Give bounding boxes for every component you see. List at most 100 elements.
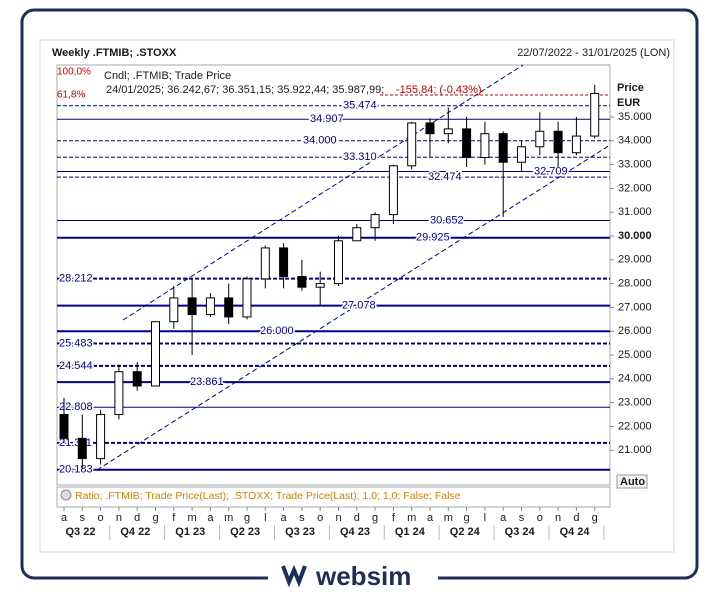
x-tick-label: n: [335, 512, 341, 524]
y-tick-label: 32.000: [618, 182, 652, 194]
quarter-label: Q1 24: [395, 526, 426, 538]
level-label: 20.183: [59, 464, 93, 476]
x-tick-label: f: [172, 512, 176, 524]
chart-title: Weekly .FTMIB; .STOXX: [52, 47, 177, 59]
y-tick-label: 31.000: [618, 206, 652, 218]
x-tick-label: n: [116, 512, 122, 524]
candle-body: [224, 297, 234, 318]
x-tick-label: a: [500, 512, 507, 524]
ratio-pane: [56, 486, 611, 508]
x-tick-label: l: [264, 512, 266, 524]
fib-618: 61,8%: [57, 90, 85, 101]
candle-body: [425, 122, 435, 135]
x-tick-label: m: [188, 512, 197, 524]
x-tick-label: a: [427, 512, 434, 524]
y-tick-label: 33.000: [618, 159, 652, 171]
x-tick-label: o: [537, 512, 543, 524]
x-tick-label: a: [281, 512, 288, 524]
candle-body: [59, 414, 69, 439]
axis-unit: EUR: [617, 97, 640, 109]
y-tick-label: 27.000: [618, 301, 652, 313]
level-label: 29.925: [416, 232, 450, 244]
candle-body: [132, 371, 142, 387]
level-label: 25.483: [59, 337, 93, 349]
candle-body: [96, 414, 106, 460]
level-label: 23.861: [190, 376, 224, 388]
x-tick-label: g: [592, 512, 598, 524]
y-tick-label: 28.000: [618, 278, 652, 290]
y-tick-label: 21.000: [618, 444, 652, 456]
candle-body: [242, 278, 252, 318]
y-tick-label: 22.000: [618, 420, 652, 432]
candle-body: [571, 135, 581, 154]
channel-lower: [96, 144, 611, 471]
x-tick-label: s: [519, 512, 525, 524]
candle-body: [260, 247, 270, 280]
level-label: 32.709: [534, 165, 568, 177]
x-tick-label: a: [61, 512, 68, 524]
ratio-text: Ratio; .FTMIB; Trade Price(Last); .STOXX…: [75, 490, 461, 502]
level-label: 33.310: [343, 151, 377, 163]
level-label: 26.000: [260, 325, 294, 337]
y-tick-label: 30.000: [618, 230, 652, 242]
fib-top: 100,0%: [57, 67, 91, 78]
candle-body: [480, 133, 490, 158]
candle-body: [498, 133, 508, 163]
level-label: 24.544: [59, 360, 93, 372]
quarter-label: Q1 23: [175, 526, 205, 538]
candle-body: [315, 283, 325, 288]
logo-mark: [281, 564, 307, 588]
y-tick-label: 25.000: [618, 349, 652, 361]
candle-body: [407, 122, 417, 167]
y-tick-label: 34.000: [618, 135, 652, 147]
channel-upper: [122, 64, 524, 321]
legend: Cndl; .FTMIB; Trade Price: [104, 70, 231, 82]
candle-body: [187, 297, 197, 316]
quarter-label: Q4 22: [120, 526, 150, 538]
candle-body: [443, 128, 453, 135]
x-tick-label: s: [299, 512, 305, 524]
x-tick-label: n: [555, 512, 561, 524]
quarter-label: Q3 24: [505, 526, 536, 538]
auto-button[interactable]: [616, 474, 648, 489]
x-tick-label: g: [372, 512, 378, 524]
date-range: 22/07/2022 - 31/01/2025 (LON): [517, 47, 670, 59]
x-tick-label: o: [317, 512, 323, 524]
level-label: 34.907: [310, 113, 344, 125]
level-label: 28.212: [59, 272, 93, 284]
auto-label[interactable]: Auto: [620, 476, 645, 488]
plot-area: [56, 64, 611, 486]
quarter-label: Q4 24: [560, 526, 591, 538]
level-label: 27.078: [342, 299, 376, 311]
x-tick-label: g: [244, 512, 250, 524]
candle-body: [169, 297, 179, 323]
candle-body: [462, 128, 472, 158]
y-tick-label: 29.000: [618, 254, 652, 266]
quarter-label: Q4 23: [340, 526, 370, 538]
candle-body: [205, 297, 215, 316]
quarter-label: Q2 23: [230, 526, 260, 538]
x-tick-label: m: [407, 512, 416, 524]
candle-body: [590, 92, 600, 137]
x-tick-label: g: [152, 512, 158, 524]
candle-body: [114, 371, 124, 416]
x-tick-label: d: [573, 512, 579, 524]
x-tick-label: d: [134, 512, 140, 524]
quarter-label: Q3 22: [65, 526, 95, 538]
x-tick-label: l: [484, 512, 486, 524]
level-label: 32.474: [428, 171, 462, 183]
level-label: 22.808: [59, 401, 93, 413]
level-label: 30.652: [430, 214, 464, 226]
x-tick-label: m: [444, 512, 453, 524]
x-tick-label: a: [207, 512, 214, 524]
x-tick-label: m: [224, 512, 233, 524]
x-tick-label: f: [392, 512, 396, 524]
level-label: 35.474: [343, 100, 377, 112]
y-tick-label: 26.000: [618, 325, 652, 337]
change: -155,84; (-0,43%): [396, 84, 482, 96]
candle-body: [151, 321, 160, 387]
level-label: 34.000: [303, 135, 337, 147]
candle-body: [553, 130, 563, 154]
